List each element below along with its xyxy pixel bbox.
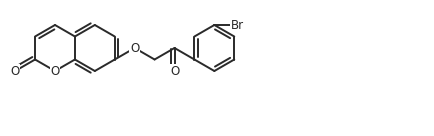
Text: O: O <box>50 64 59 78</box>
Text: O: O <box>10 64 20 78</box>
Text: O: O <box>130 41 139 55</box>
Text: O: O <box>170 64 179 78</box>
Text: Br: Br <box>230 18 243 32</box>
